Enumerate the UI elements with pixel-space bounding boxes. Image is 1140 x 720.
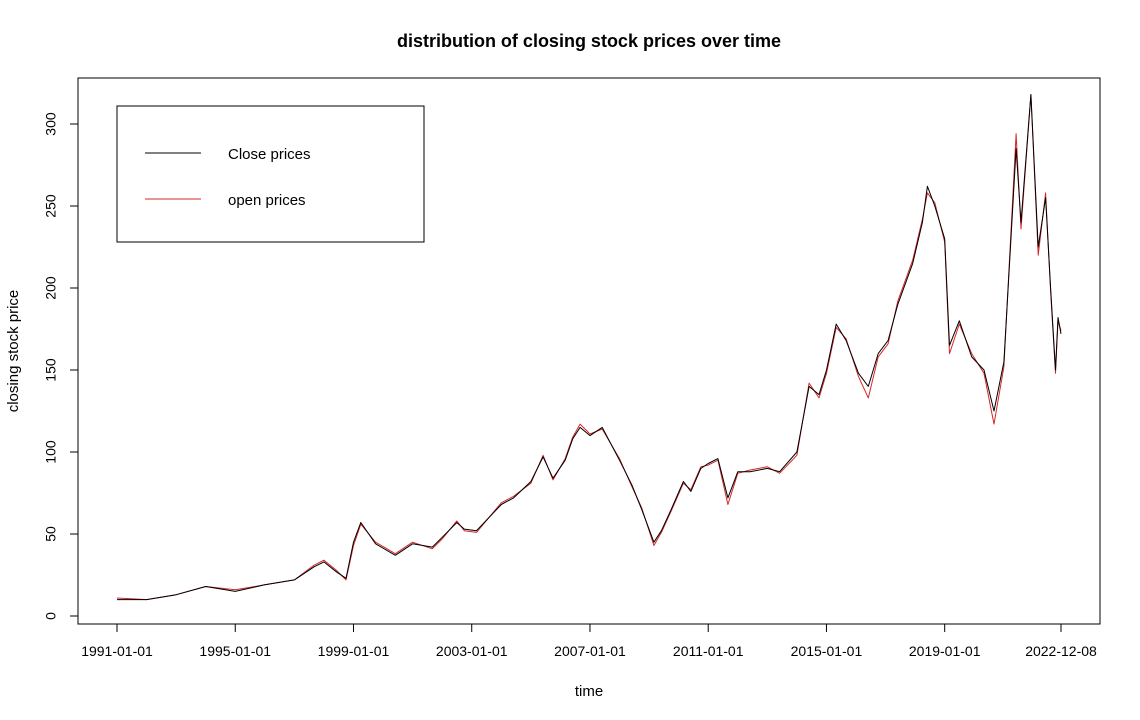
y-tick-label: 200 xyxy=(43,276,59,300)
series-line-close-prices xyxy=(117,94,1062,601)
y-tick-label: 50 xyxy=(43,526,59,542)
x-axis-label: time xyxy=(575,683,603,700)
y-axis: 0 50 100 150 200 250 300 xyxy=(43,112,79,620)
x-tick-label: 2019-01-01 xyxy=(909,643,981,659)
series-line-open-prices xyxy=(116,94,1062,601)
y-tick-label: 0 xyxy=(43,612,59,620)
y-axis-label: closing stock price xyxy=(5,290,22,413)
x-tick-label: 2003-01-01 xyxy=(436,643,508,659)
y-tick-label: 150 xyxy=(43,358,59,382)
x-tick-label: 1991-01-01 xyxy=(81,643,153,659)
legend-label-close: Close prices xyxy=(228,146,311,163)
chart-title: distribution of closing stock prices ove… xyxy=(397,31,781,51)
series-layer xyxy=(116,94,1062,601)
legend: Close prices open prices xyxy=(116,105,425,243)
x-tick-label: 2007-01-01 xyxy=(554,643,626,659)
y-tick-label: 100 xyxy=(43,440,59,464)
x-tick-label: 1999-01-01 xyxy=(318,643,390,659)
x-tick-label: 2022-12-08 xyxy=(1025,643,1097,659)
legend-box xyxy=(116,105,425,243)
legend-label-open: open prices xyxy=(228,192,306,209)
x-tick-label: 1995-01-01 xyxy=(199,643,271,659)
y-tick-label: 250 xyxy=(43,194,59,218)
x-tick-label: 2011-01-01 xyxy=(673,643,744,659)
y-tick-label: 300 xyxy=(43,112,59,136)
x-axis: 1991-01-01 1995-01-01 1999-01-01 2003-01-01… xyxy=(81,623,1097,659)
x-tick-label: 2015-01-01 xyxy=(791,643,863,659)
